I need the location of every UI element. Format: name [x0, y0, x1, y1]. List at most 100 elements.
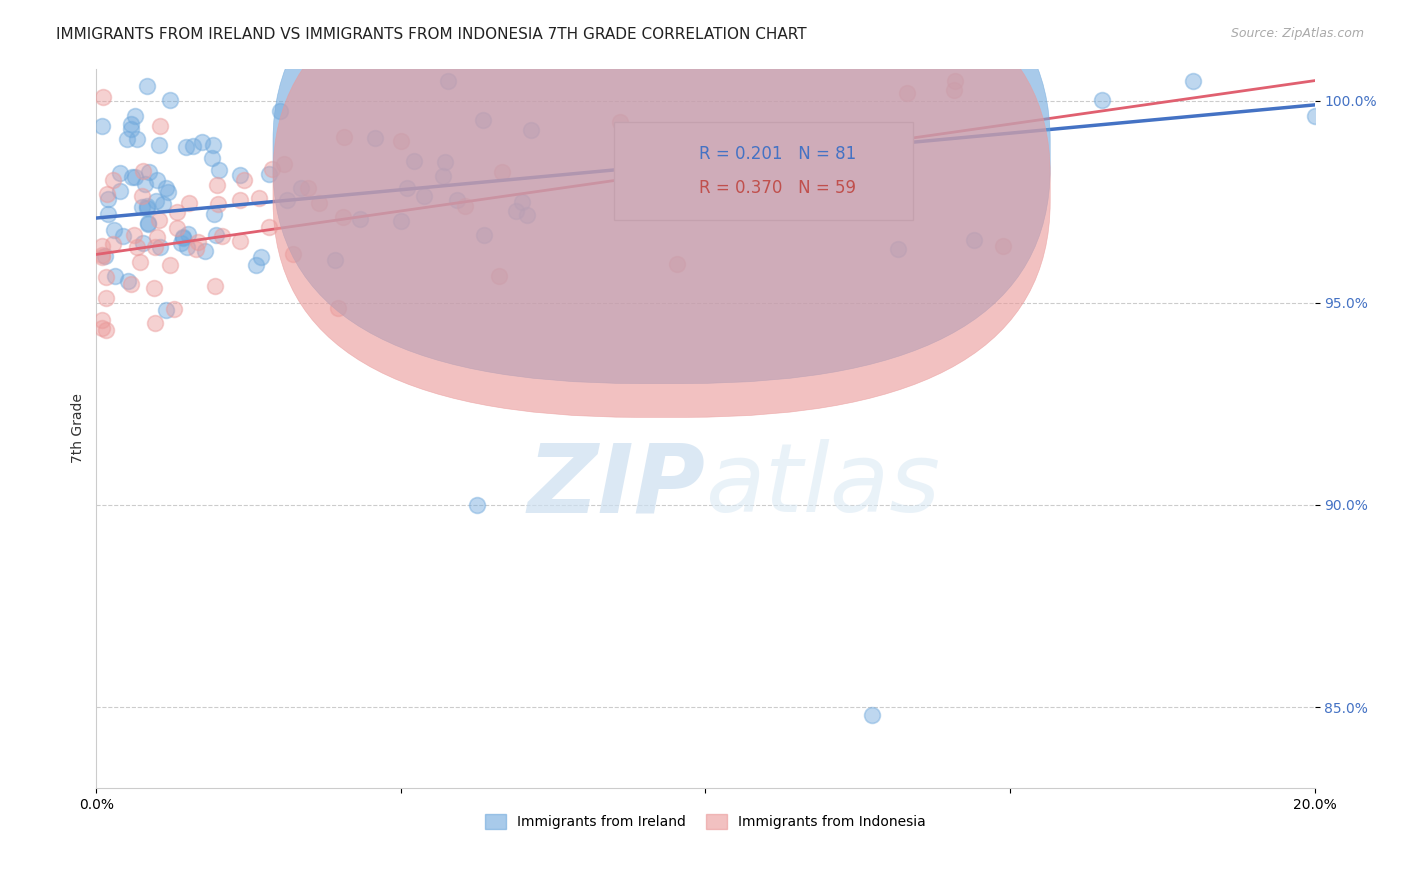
Point	[389, 134, 412, 148]
Text: ZIP: ZIP	[527, 439, 706, 533]
Point	[211, 228, 233, 243]
Point	[103, 172, 125, 186]
Point	[148, 138, 170, 153]
Point	[131, 200, 153, 214]
Point	[323, 253, 346, 268]
Point	[174, 140, 197, 154]
Point	[155, 303, 177, 318]
Point	[127, 132, 149, 146]
Text: IMMIGRANTS FROM IRELAND VS IMMIGRANTS FROM INDONESIA 7TH GRADE CORRELATION CHART: IMMIGRANTS FROM IRELAND VS IMMIGRANTS FR…	[56, 27, 807, 42]
Point	[326, 301, 349, 315]
Point	[229, 234, 252, 248]
Point	[120, 277, 142, 292]
Point	[159, 93, 181, 107]
Point	[204, 228, 226, 243]
Point	[232, 173, 254, 187]
Point	[886, 242, 908, 256]
Point	[91, 313, 114, 327]
Point	[145, 229, 167, 244]
Point	[91, 248, 114, 262]
Point	[831, 136, 853, 151]
Point	[208, 162, 231, 177]
Point	[101, 236, 124, 251]
Point	[991, 238, 1014, 252]
Point	[132, 235, 155, 250]
Point	[202, 137, 225, 152]
Point	[186, 242, 208, 256]
Point	[132, 164, 155, 178]
Point	[155, 181, 177, 195]
Point	[290, 181, 312, 195]
Point	[454, 199, 477, 213]
Point	[136, 198, 159, 212]
Point	[276, 193, 298, 207]
Point	[412, 189, 434, 203]
Point	[259, 167, 281, 181]
Point	[446, 193, 468, 207]
Point	[136, 216, 159, 230]
Point	[488, 268, 510, 283]
Point	[136, 78, 159, 93]
Point	[943, 83, 966, 97]
Point	[149, 120, 172, 134]
Point	[364, 131, 387, 145]
Point	[97, 192, 120, 206]
Point	[640, 195, 662, 210]
Point	[963, 233, 986, 247]
Point	[172, 230, 194, 244]
Point	[207, 197, 229, 211]
Point	[491, 165, 513, 179]
FancyBboxPatch shape	[273, 0, 1050, 384]
Point	[1303, 109, 1326, 123]
Point	[247, 191, 270, 205]
Point	[433, 155, 456, 169]
FancyBboxPatch shape	[614, 122, 912, 219]
Point	[129, 254, 152, 268]
Point	[297, 181, 319, 195]
Point	[181, 139, 204, 153]
Point	[115, 132, 138, 146]
Point	[1181, 73, 1204, 87]
Point	[142, 280, 165, 294]
Point	[166, 220, 188, 235]
Point	[436, 73, 458, 87]
Point	[257, 220, 280, 235]
Point	[94, 250, 117, 264]
Point	[143, 316, 166, 330]
Point	[245, 259, 267, 273]
Point	[262, 161, 284, 176]
Point	[111, 229, 134, 244]
Point	[609, 115, 631, 129]
Point	[896, 86, 918, 100]
Point	[108, 166, 131, 180]
Point	[157, 185, 180, 199]
Point	[201, 151, 224, 165]
Point	[269, 103, 291, 118]
Point	[91, 119, 114, 133]
Point	[187, 235, 209, 250]
Point	[229, 169, 252, 183]
Point	[149, 240, 172, 254]
Point	[204, 278, 226, 293]
Point	[131, 188, 153, 202]
Point	[176, 240, 198, 254]
Point	[152, 197, 174, 211]
Point	[104, 268, 127, 283]
Point	[472, 228, 495, 243]
Point	[91, 321, 114, 335]
Point	[273, 156, 295, 170]
Point	[465, 498, 488, 512]
Point	[94, 323, 117, 337]
Point	[138, 164, 160, 178]
Point	[389, 214, 412, 228]
Point	[510, 194, 533, 209]
Text: atlas: atlas	[706, 439, 941, 533]
Point	[308, 195, 330, 210]
Point	[228, 193, 250, 207]
Point	[91, 239, 114, 253]
Point	[194, 244, 217, 259]
Point	[134, 177, 156, 191]
Point	[665, 257, 688, 271]
Point	[136, 217, 159, 231]
Point	[191, 135, 214, 149]
